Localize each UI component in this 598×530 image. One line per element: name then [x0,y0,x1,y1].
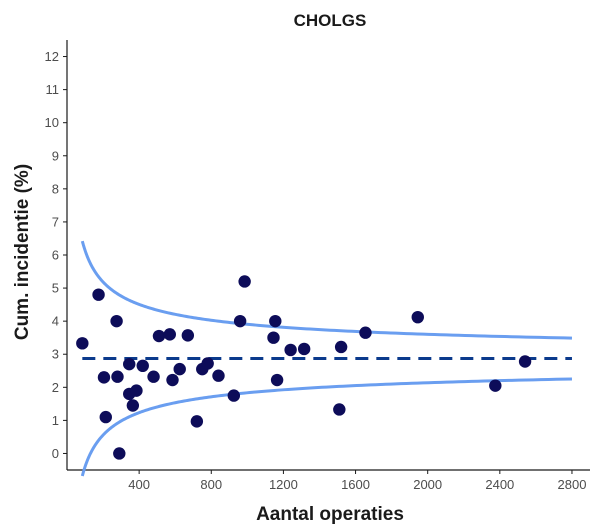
data-point [99,410,112,424]
data-point [76,337,89,350]
data-point [297,342,311,356]
data-point [111,370,124,383]
x-tick-label: 1600 [341,477,370,492]
data-point [284,343,297,357]
y-tick-label: 6 [52,248,59,263]
y-tick-label: 12 [45,49,59,64]
y-tick-label: 1 [52,413,59,428]
data-point [518,355,532,368]
y-tick-label: 7 [52,214,59,229]
data-point [152,329,166,343]
data-point [123,357,136,371]
data-point [489,379,502,392]
data-point [201,357,214,370]
data-points [76,275,532,460]
y-tick-label: 10 [45,115,59,130]
x-tick-label: 400 [128,477,150,492]
data-point [270,373,284,387]
data-point [269,314,282,328]
y-tick-label: 2 [52,380,59,395]
control-limits [80,240,573,477]
data-point [136,359,149,373]
data-point [411,310,424,324]
data-point [227,389,241,402]
data-point [113,447,126,460]
data-point [97,371,111,384]
data-point [92,288,105,301]
x-tick-label: 2800 [558,477,587,492]
data-point [233,314,247,328]
y-axis-label: Cum. incidentie (%) [12,164,33,340]
y-tick-label: 9 [52,148,59,163]
x-tick-label: 1200 [269,477,298,492]
y-tick-label: 3 [52,347,59,362]
data-point [163,328,176,341]
data-point [181,329,195,342]
y-tick-label: 0 [52,446,59,461]
data-point [359,326,372,339]
data-point [333,403,346,416]
data-point [334,340,348,354]
lower-control-limit [80,377,573,477]
x-tick-label: 2400 [485,477,514,492]
y-tick-label: 5 [52,281,59,296]
x-tick-label: 2000 [413,477,442,492]
data-point [130,384,143,397]
y-tick-label: 8 [52,181,59,196]
data-point [173,362,186,376]
upper-control-limit [80,240,573,340]
y-tick-label: 11 [46,82,60,97]
x-tick-label: 800 [200,477,222,492]
x-axis-label: Aantal operaties [256,504,404,525]
data-point [212,369,225,382]
data-point [110,314,123,328]
data-point [238,275,251,288]
data-point [267,331,280,344]
data-point [126,399,140,412]
data-point [190,415,204,428]
data-point [147,370,160,383]
chart-title: CHOLGS [294,11,367,30]
data-point [166,373,179,387]
y-tick-label: 4 [52,314,59,329]
